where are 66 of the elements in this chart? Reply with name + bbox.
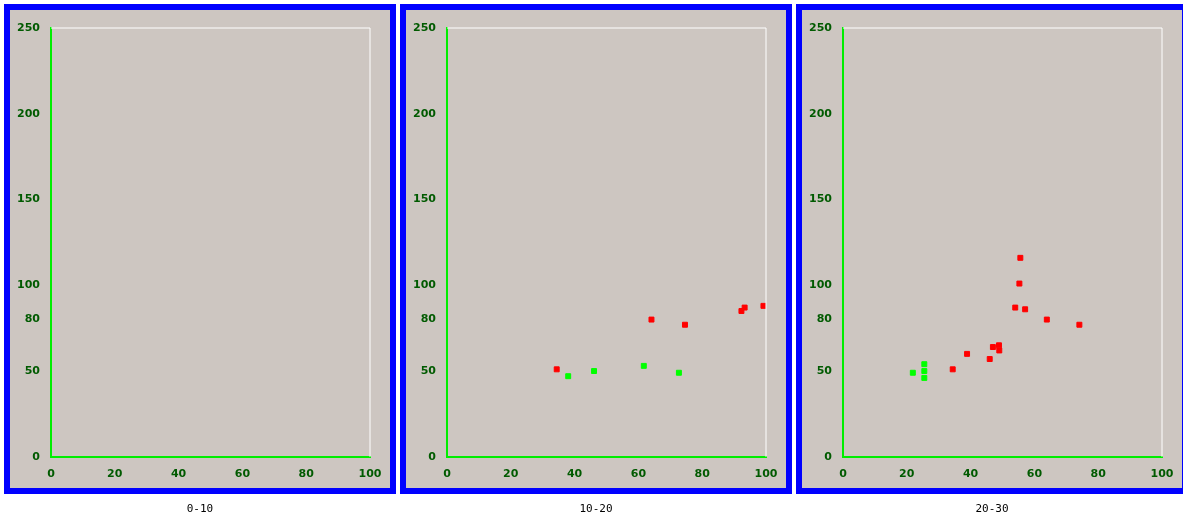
y-tick-label: 80 xyxy=(24,312,41,326)
y-tick-label: 150 xyxy=(16,192,41,206)
y-tick-label: 50 xyxy=(816,363,833,377)
x-tick-label: 80 xyxy=(298,467,315,481)
x-tick-label: 100 xyxy=(1150,467,1174,481)
point xyxy=(675,369,682,376)
x-tick-label: 0 xyxy=(839,467,848,481)
point xyxy=(921,368,928,375)
x-tick-label: 0 xyxy=(47,467,56,481)
point xyxy=(741,304,748,311)
x-tick-label: 60 xyxy=(1026,467,1043,481)
y-tick-label: 250 xyxy=(412,20,437,34)
x-tick-label: 40 xyxy=(170,467,187,481)
point xyxy=(1012,304,1019,311)
y-tick-label: 50 xyxy=(420,363,437,377)
y-tick-label: 80 xyxy=(816,312,833,326)
point xyxy=(921,374,928,381)
text: 20-30 xyxy=(974,502,1010,514)
point xyxy=(1022,306,1029,313)
point xyxy=(986,356,993,363)
point xyxy=(921,361,928,368)
point xyxy=(640,362,647,369)
x-tick-label: 20 xyxy=(899,467,915,481)
y-tick-label: 150 xyxy=(412,192,437,206)
x-tick-label: 60 xyxy=(234,467,251,481)
point xyxy=(591,368,598,375)
y-tick-label: 200 xyxy=(16,106,41,120)
point xyxy=(1076,321,1083,328)
y-tick-label: 150 xyxy=(808,192,833,206)
y-tick-label: 100 xyxy=(808,278,833,292)
point xyxy=(760,302,766,309)
point xyxy=(989,344,996,350)
y-tick-label: 200 xyxy=(412,106,437,120)
y-tick-label: 0 xyxy=(428,449,437,463)
x-tick-label: 60 xyxy=(630,467,647,481)
point xyxy=(553,366,560,373)
point xyxy=(909,369,916,376)
point xyxy=(1016,280,1023,287)
point xyxy=(949,366,956,373)
point xyxy=(1017,254,1024,261)
text: 10-20 xyxy=(578,502,614,514)
y-tick-label: 100 xyxy=(412,278,437,292)
x-tick-label: 100 xyxy=(754,467,778,481)
y-tick-label: 0 xyxy=(32,449,41,463)
x-tick-label: 40 xyxy=(962,467,979,481)
y-tick-label: 0 xyxy=(824,449,833,463)
point xyxy=(1043,316,1050,323)
x-tick-label: 20 xyxy=(107,467,123,481)
text: 0-10 xyxy=(185,502,215,514)
x-tick-label: 40 xyxy=(566,467,583,481)
x-tick-label: 20 xyxy=(503,467,519,481)
y-tick-label: 200 xyxy=(808,106,833,120)
point xyxy=(681,321,688,328)
x-tick-label: 0 xyxy=(443,467,452,481)
y-tick-label: 50 xyxy=(24,363,41,377)
y-tick-label: 250 xyxy=(16,20,41,34)
y-tick-label: 250 xyxy=(808,20,833,34)
x-tick-label: 80 xyxy=(1090,467,1107,481)
y-tick-label: 80 xyxy=(420,312,437,326)
x-tick-label: 80 xyxy=(694,467,711,481)
point xyxy=(996,347,1003,354)
point xyxy=(648,316,655,323)
y-tick-label: 100 xyxy=(16,278,41,292)
x-tick-label: 100 xyxy=(358,467,382,481)
point xyxy=(565,373,572,380)
point xyxy=(964,350,971,357)
